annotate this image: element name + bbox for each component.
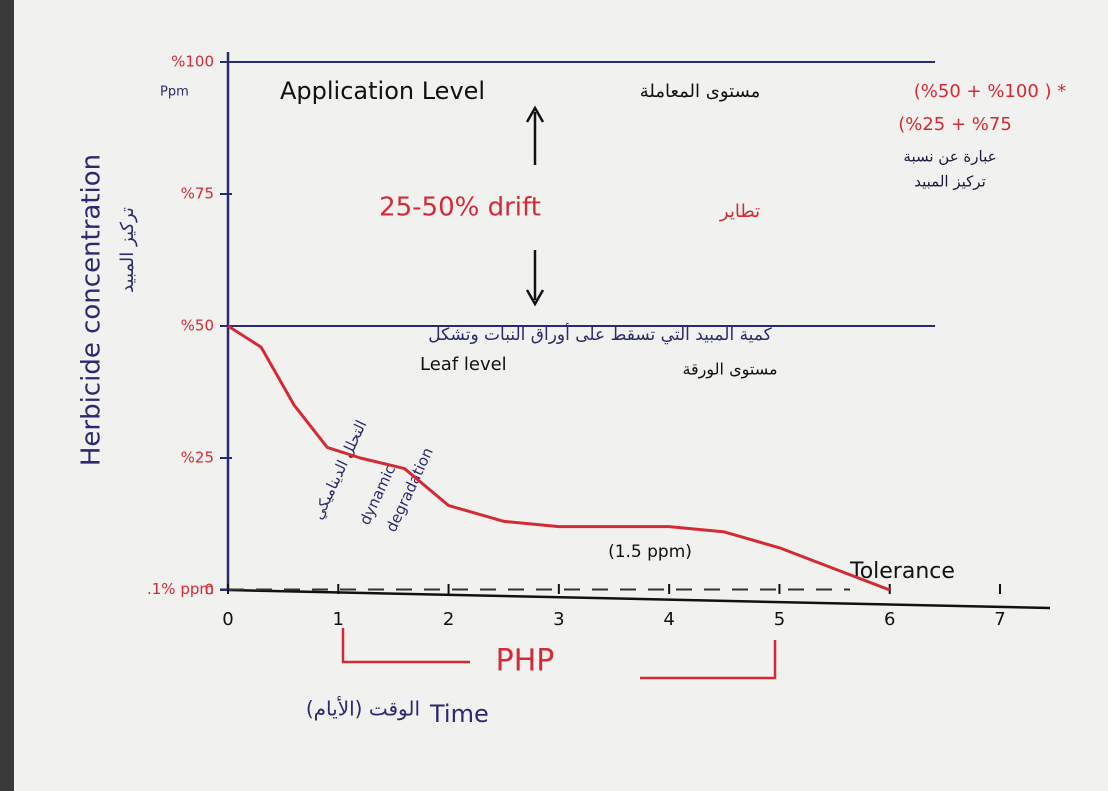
annotation: كمية المبيد التي تسقط على أوراق النبات و… xyxy=(428,323,772,345)
x-tick-label: 3 xyxy=(553,609,564,630)
annotation: (%25 + %75 xyxy=(898,114,1012,135)
y-unit: Ppm xyxy=(160,85,189,100)
annotation: تطاير xyxy=(719,201,760,222)
level-label-ar: مستوى المعاملة xyxy=(640,81,761,102)
annotation: (%50 + %100 ) * xyxy=(914,81,1066,102)
x-axis-title-ar: الوقت (الأيام) xyxy=(306,697,420,721)
x-tick-label: 1 xyxy=(333,609,344,630)
y-tick-label: %75 xyxy=(181,185,214,203)
x-tick-label: 7 xyxy=(994,609,1005,630)
y-tick-label: %50 xyxy=(181,317,214,335)
whiteboard-chart: %100%75%50%25.1% ppm0Ppm01234567Herbicid… xyxy=(0,0,1108,791)
level-label-ar: (1.5 ppm) xyxy=(608,542,692,562)
annotation: عبارة عن نسبة xyxy=(903,148,996,166)
y-tick-label: 0 xyxy=(204,581,214,599)
y-tick-label: %25 xyxy=(181,449,214,467)
x-tick-label: 0 xyxy=(222,609,233,630)
level-label: Leaf level xyxy=(420,354,507,375)
board-edge xyxy=(0,0,14,791)
y-tick-label: %100 xyxy=(171,53,214,71)
annotation: 25-50% drift xyxy=(379,193,541,223)
x-tick-label: 5 xyxy=(774,609,785,630)
x-tick-label: 2 xyxy=(443,609,454,630)
level-label: Application Level xyxy=(280,77,485,105)
y-axis-title-ar: تركيز المبيد xyxy=(117,207,138,293)
x-axis-title: Time xyxy=(429,700,489,728)
level-label-ar: مستوى الورقة xyxy=(682,360,777,380)
annotation: PHP xyxy=(496,644,555,679)
annotation: تركيز المبيد xyxy=(914,173,986,191)
y-axis-title: Herbicide concentration xyxy=(77,154,107,466)
x-tick-label: 6 xyxy=(884,609,895,630)
x-tick-label: 4 xyxy=(663,609,674,630)
